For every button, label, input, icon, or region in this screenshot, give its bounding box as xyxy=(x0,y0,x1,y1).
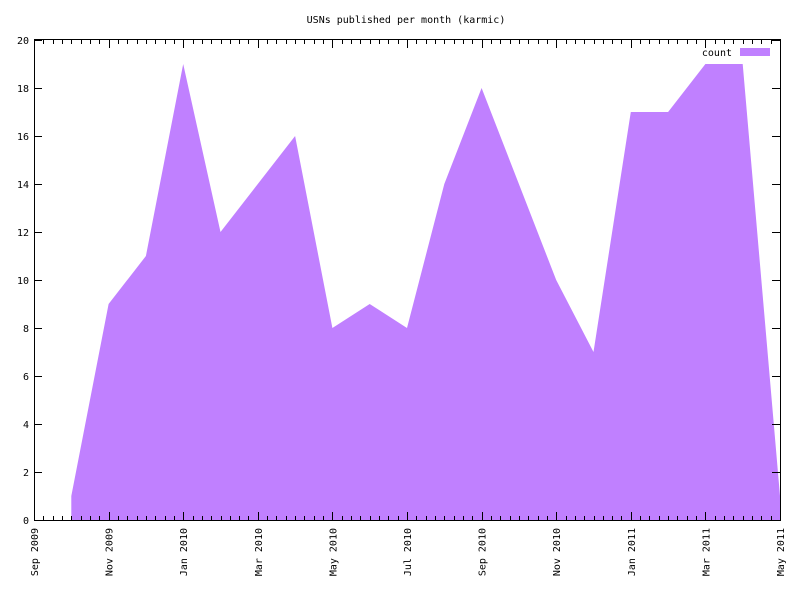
area-layer xyxy=(71,64,781,520)
xtick-label: Jan 2011 xyxy=(627,528,638,576)
xtick-label: Mar 2011 xyxy=(701,528,712,576)
y-axis-ticks: 0 2 4 6 8 10 12 14 16 18 20 xyxy=(17,36,780,527)
xtick-label: Nov 2009 xyxy=(105,528,116,576)
ytick-label: 20 xyxy=(17,36,29,47)
legend: count xyxy=(702,48,770,59)
ytick-label: 4 xyxy=(23,420,29,431)
legend-label-count: count xyxy=(702,48,732,59)
ytick-label: 10 xyxy=(17,276,29,287)
legend-swatch-count xyxy=(740,48,770,56)
ytick-label: 6 xyxy=(23,372,29,383)
plot-frame xyxy=(34,39,781,521)
chart-title: USNs published per month (karmic) xyxy=(307,15,506,26)
ytick-label: 16 xyxy=(17,132,29,143)
xtick-label: May 2011 xyxy=(776,528,787,576)
area-series-count xyxy=(71,64,781,520)
xtick-label: Sep 2009 xyxy=(30,528,41,576)
ytick-label: 8 xyxy=(23,324,29,335)
ytick-label: 12 xyxy=(17,228,29,239)
xtick-label: Nov 2010 xyxy=(552,528,563,576)
x-axis-ticks: Sep 2009 Nov 2009 Jan 2010 Mar 2010 May 2010… xyxy=(30,40,787,576)
ytick-label: 14 xyxy=(17,180,29,191)
xtick-label: Sep 2010 xyxy=(478,528,489,576)
minor-tick-layer xyxy=(43,40,772,520)
xtick-label: May 2010 xyxy=(328,528,339,576)
ytick-label: 0 xyxy=(23,516,29,527)
ytick-label: 18 xyxy=(17,84,29,95)
xtick-label: Jul 2010 xyxy=(403,528,414,576)
ytick-label: 2 xyxy=(23,468,29,479)
xtick-label: Jan 2010 xyxy=(179,528,190,576)
xtick-label: Mar 2010 xyxy=(254,528,265,576)
